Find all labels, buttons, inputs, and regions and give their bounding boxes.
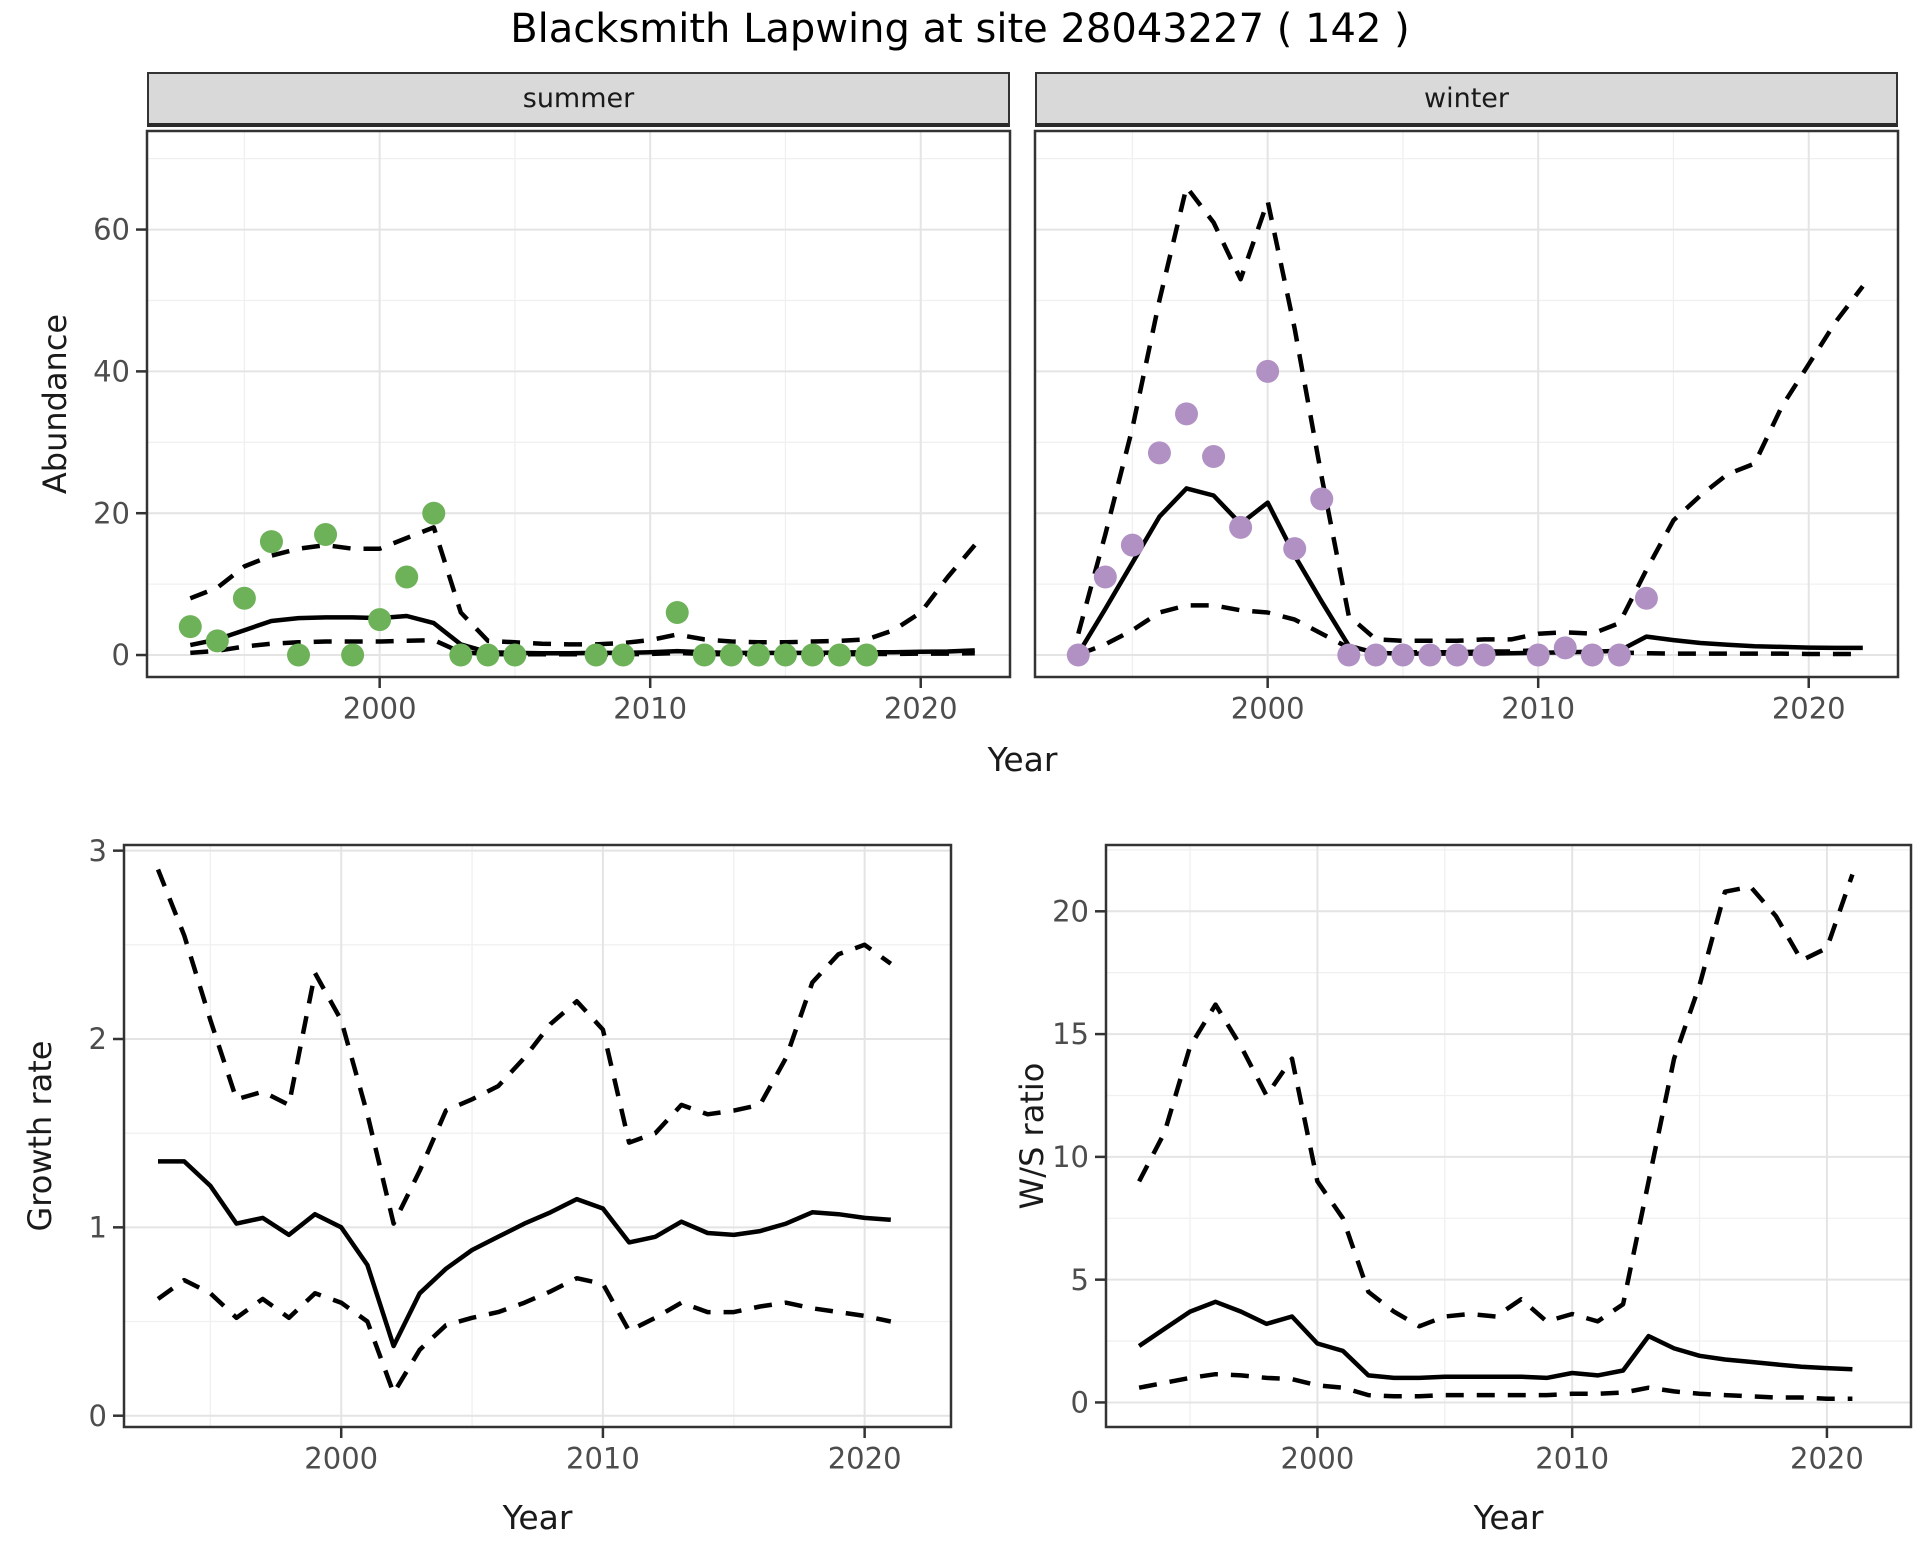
abundance-winter-observation-dot bbox=[1066, 643, 1090, 667]
abundance-winter-observation-dot bbox=[1472, 643, 1496, 667]
facet-strip-summer: summer bbox=[147, 72, 1010, 127]
y-tick-label: 2 bbox=[89, 1022, 107, 1056]
abundance-winter-observation-dot bbox=[1174, 402, 1198, 426]
year-x-axis-label-bottom-left: Year bbox=[502, 1498, 573, 1537]
abundance-winter-observation-dot bbox=[1337, 643, 1361, 667]
abundance-winter-observation-dot bbox=[1147, 441, 1171, 465]
abundance-y-axis-label: Abundance bbox=[36, 313, 74, 495]
abundance-summer-observation-dot bbox=[178, 615, 202, 639]
y-tick-label: 40 bbox=[93, 355, 130, 389]
abundance-summer-observation-dot bbox=[719, 643, 743, 667]
x-tick-label: 2010 bbox=[613, 692, 687, 726]
abundance-winter-observation-dot bbox=[1364, 643, 1388, 667]
growth-rate-mean-line bbox=[158, 1159, 891, 1349]
y-tick-label: 0 bbox=[1071, 1386, 1089, 1420]
x-tick-label: 2020 bbox=[1790, 1442, 1864, 1476]
x-tick-label: 2020 bbox=[1772, 692, 1846, 726]
abundance-summer-observation-dot bbox=[395, 565, 419, 589]
growth-rate-upper-ci-line bbox=[155, 868, 893, 1226]
abundance-winter-observation-dot bbox=[1229, 515, 1253, 539]
abundance-summer-observation-dot bbox=[422, 501, 446, 525]
y-tick-label: 20 bbox=[1052, 894, 1089, 928]
chart-abundance-summer: 2000 2010 2020 0 20 40 60 bbox=[93, 129, 1012, 726]
abundance-summer-observation-dot bbox=[692, 643, 716, 667]
abundance-winter-observation-dot bbox=[1634, 586, 1658, 610]
abundance-summer-observation-dot bbox=[232, 586, 256, 610]
figure-title: Blacksmith Lapwing at site 28043227 ( 14… bbox=[510, 6, 1410, 52]
abundance-winter-observation-dot bbox=[1093, 565, 1117, 589]
abundance-winter-upper-ci-line bbox=[1076, 184, 1865, 644]
abundance-winter-observation-dot bbox=[1526, 643, 1550, 667]
chart-abundance-winter: 2000 2010 2020 bbox=[1033, 129, 1900, 726]
y-tick-label: 20 bbox=[93, 496, 130, 530]
growth-rate-lower-ci-line bbox=[156, 1275, 892, 1396]
abundance-winter-observation-dot bbox=[1580, 643, 1604, 667]
x-tick-label: 2020 bbox=[828, 1442, 902, 1476]
x-tick-label: 2000 bbox=[343, 692, 417, 726]
y-tick-label: 60 bbox=[93, 213, 130, 247]
year-x-axis-label-bottom-right: Year bbox=[1473, 1498, 1544, 1537]
panel-border bbox=[1033, 129, 1900, 679]
abundance-summer-observation-dot bbox=[205, 629, 229, 653]
x-tick-label: 2020 bbox=[884, 692, 958, 726]
abundance-summer-observation-dot bbox=[449, 643, 473, 667]
abundance-winter-observation-dot bbox=[1120, 533, 1144, 557]
x-tick-label: 2000 bbox=[1281, 1442, 1355, 1476]
chart-growth-rate: 2000 2010 2020 0 1 2 3 bbox=[89, 834, 953, 1476]
abundance-summer-observation-dot bbox=[665, 600, 689, 624]
abundance-winter-observation-dot bbox=[1391, 643, 1415, 667]
x-tick-label: 2000 bbox=[1231, 692, 1305, 726]
abundance-summer-observation-dot bbox=[801, 643, 825, 667]
y-tick-label: 1 bbox=[89, 1210, 107, 1244]
panel-border bbox=[1104, 843, 1913, 1429]
abundance-summer-observation-dot bbox=[314, 522, 338, 546]
abundance-summer-observation-dot bbox=[584, 643, 608, 667]
y-tick-label: 10 bbox=[1052, 1140, 1089, 1174]
y-tick-label: 0 bbox=[89, 1399, 107, 1433]
y-tick-label: 15 bbox=[1052, 1017, 1089, 1051]
abundance-winter-observation-dot bbox=[1607, 643, 1631, 667]
abundance-summer-observation-dot bbox=[773, 643, 797, 667]
panel-border bbox=[122, 843, 953, 1429]
abundance-summer-upper-ci-line bbox=[189, 525, 977, 647]
facet-strip-summer-label: summer bbox=[522, 83, 635, 114]
y-tick-label: 3 bbox=[89, 834, 107, 868]
facet-strip-winter: winter bbox=[1035, 72, 1898, 127]
abundance-winter-observation-dot bbox=[1256, 359, 1280, 383]
x-tick-label: 2010 bbox=[1501, 692, 1575, 726]
abundance-summer-observation-dot bbox=[368, 608, 392, 632]
abundance-summer-observation-dot bbox=[503, 643, 527, 667]
y-tick-label: 5 bbox=[1071, 1263, 1089, 1297]
y-tick-label: 0 bbox=[112, 638, 130, 672]
x-tick-label: 2010 bbox=[566, 1442, 640, 1476]
x-tick-label: 2000 bbox=[304, 1442, 378, 1476]
abundance-summer-observation-dot bbox=[286, 643, 310, 667]
growth-rate-y-axis-label: Growth rate bbox=[21, 1040, 59, 1232]
facet-strip-winter-label: winter bbox=[1424, 83, 1509, 114]
abundance-winter-observation-dot bbox=[1418, 643, 1442, 667]
chart-ws-ratio: 2000 2010 2020 0 5 10 15 20 bbox=[1052, 843, 1913, 1476]
abundance-winter-lower-ci-line bbox=[1077, 603, 1863, 657]
ws-ratio-y-axis-label: W/S ratio bbox=[1013, 1062, 1051, 1210]
abundance-summer-observation-dot bbox=[611, 643, 635, 667]
abundance-winter-observation-dot bbox=[1445, 643, 1469, 667]
abundance-summer-observation-dot bbox=[341, 643, 365, 667]
abundance-winter-observation-dot bbox=[1202, 444, 1226, 468]
year-x-axis-label-top: Year bbox=[987, 740, 1058, 779]
abundance-winter-observation-dot bbox=[1283, 537, 1307, 561]
ws-ratio-upper-ci-line bbox=[1137, 873, 1855, 1329]
abundance-summer-observation-dot bbox=[259, 530, 283, 554]
abundance-winter-observation-dot bbox=[1310, 487, 1334, 511]
abundance-summer-observation-dot bbox=[828, 643, 852, 667]
ws-ratio-lower-ci-line bbox=[1138, 1371, 1853, 1402]
abundance-summer-observation-dot bbox=[855, 643, 879, 667]
abundance-winter-observation-dot bbox=[1553, 636, 1577, 660]
abundance-summer-observation-dot bbox=[746, 643, 770, 667]
ws-ratio-mean-line bbox=[1137, 1299, 1853, 1381]
abundance-summer-observation-dot bbox=[476, 643, 500, 667]
panel-border bbox=[145, 129, 1012, 679]
x-tick-label: 2010 bbox=[1535, 1442, 1609, 1476]
